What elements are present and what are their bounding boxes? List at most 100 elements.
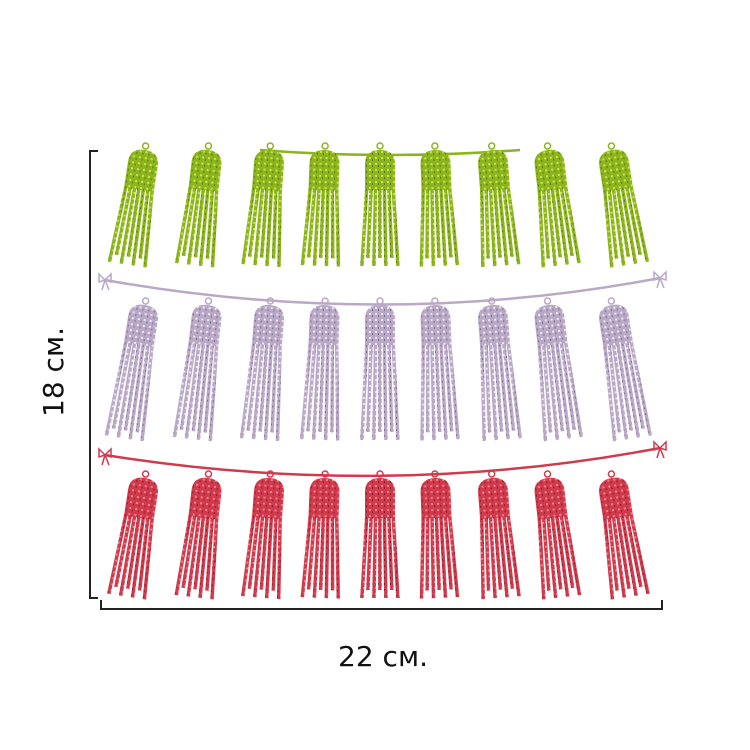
tassel-strand xyxy=(488,343,499,441)
tassel-strand xyxy=(537,189,546,268)
tassel-strand xyxy=(559,514,575,589)
tassel xyxy=(599,142,650,268)
tassel-strand xyxy=(439,187,448,266)
tassel-strand xyxy=(193,187,206,258)
tassel xyxy=(360,142,400,266)
tassel-strand xyxy=(205,516,215,591)
tassel-strand xyxy=(391,343,400,440)
tassel xyxy=(241,470,284,600)
tassel-strand xyxy=(324,343,330,441)
tassel-strand xyxy=(184,342,201,439)
tassel-strand xyxy=(419,188,425,267)
tassel-strand xyxy=(126,187,141,257)
tassel-strand xyxy=(479,516,485,600)
tassel-head xyxy=(251,304,284,347)
tassel-strand xyxy=(366,516,373,590)
tassel-strand xyxy=(300,515,313,598)
tassel-head xyxy=(365,478,395,518)
tassel xyxy=(478,470,521,600)
tassel-strand xyxy=(554,187,569,265)
tassel-strand xyxy=(629,340,653,436)
tassel-strand xyxy=(258,342,269,432)
tassel-head xyxy=(478,149,511,192)
width-label: 22 см. xyxy=(338,640,428,673)
tassel-strand xyxy=(484,188,491,259)
tassel-head xyxy=(365,150,395,190)
tassel-head xyxy=(420,304,452,346)
tassel-strand xyxy=(277,188,282,268)
tassel-strand xyxy=(259,515,269,590)
tassel-strand xyxy=(616,187,631,258)
tassel-strand xyxy=(360,516,369,598)
tassel-strand xyxy=(620,341,641,438)
tassel-loop xyxy=(321,297,329,305)
tassel-loop xyxy=(487,297,496,305)
tassel-head xyxy=(251,149,284,192)
tassel-head xyxy=(124,477,158,520)
tassel-strand xyxy=(137,516,150,591)
tassel-loop xyxy=(321,470,329,478)
tassel-strand xyxy=(306,342,317,432)
tassel-strand xyxy=(181,186,197,257)
garland xyxy=(107,142,650,268)
tassel-strand xyxy=(391,188,400,266)
tassel-strand xyxy=(497,342,511,440)
tassel-strand xyxy=(493,187,502,258)
height-bracket xyxy=(89,150,98,599)
tassel-strand xyxy=(334,343,340,441)
tassel-strand xyxy=(312,187,321,266)
tassel-strand xyxy=(126,515,141,589)
tassel-strand xyxy=(372,188,378,266)
tassel-strand xyxy=(104,340,128,436)
tassel-strand xyxy=(616,342,634,431)
tassel xyxy=(174,470,222,600)
tassel-strand xyxy=(439,342,448,440)
tassel-strand xyxy=(430,188,436,267)
tassel-loop xyxy=(431,470,439,478)
bow xyxy=(653,440,667,459)
tassel-head xyxy=(534,149,568,192)
tassel-strand xyxy=(271,516,278,591)
tassel-strand xyxy=(208,344,219,442)
tassel-loop xyxy=(487,470,496,478)
tassel-loop xyxy=(431,297,439,305)
tassel-strand xyxy=(541,343,553,433)
tassel-loop xyxy=(266,297,275,305)
tassel-strand xyxy=(559,341,577,430)
garland xyxy=(98,270,667,442)
tassel-strand xyxy=(447,342,460,440)
tassel-loop xyxy=(141,297,150,305)
tassel-strand xyxy=(196,343,210,440)
tassel-strand xyxy=(443,515,453,590)
tassel-head xyxy=(124,149,158,192)
tassel-strand xyxy=(419,516,425,599)
tassel-loop xyxy=(543,297,552,305)
tassel xyxy=(300,297,340,441)
tassel-head xyxy=(308,477,340,519)
tassel-strand xyxy=(484,516,491,591)
tassel-strand xyxy=(559,186,575,257)
bow xyxy=(653,270,667,289)
tassel-head xyxy=(599,477,633,520)
tassel-strand xyxy=(251,342,265,440)
tassel-strand xyxy=(330,188,335,259)
tassel-loop xyxy=(141,470,150,478)
tassel-head xyxy=(420,149,452,191)
garland-string xyxy=(104,446,661,478)
tassel-strand xyxy=(366,343,373,432)
tassel-loop xyxy=(204,470,213,478)
tassel xyxy=(419,470,460,599)
tassel-strand xyxy=(205,188,215,259)
tassel-loop xyxy=(376,297,384,305)
tassel-strand xyxy=(307,187,317,258)
tassel-head xyxy=(478,477,511,520)
tassel-strand xyxy=(541,516,551,591)
tassel-strand xyxy=(334,516,341,599)
tassel-strand xyxy=(537,517,546,600)
tassel-loop xyxy=(266,470,275,478)
tassel-strand xyxy=(550,187,563,258)
tassel-strand xyxy=(181,514,197,589)
tassel-strand xyxy=(537,344,548,442)
tassel xyxy=(478,142,521,268)
